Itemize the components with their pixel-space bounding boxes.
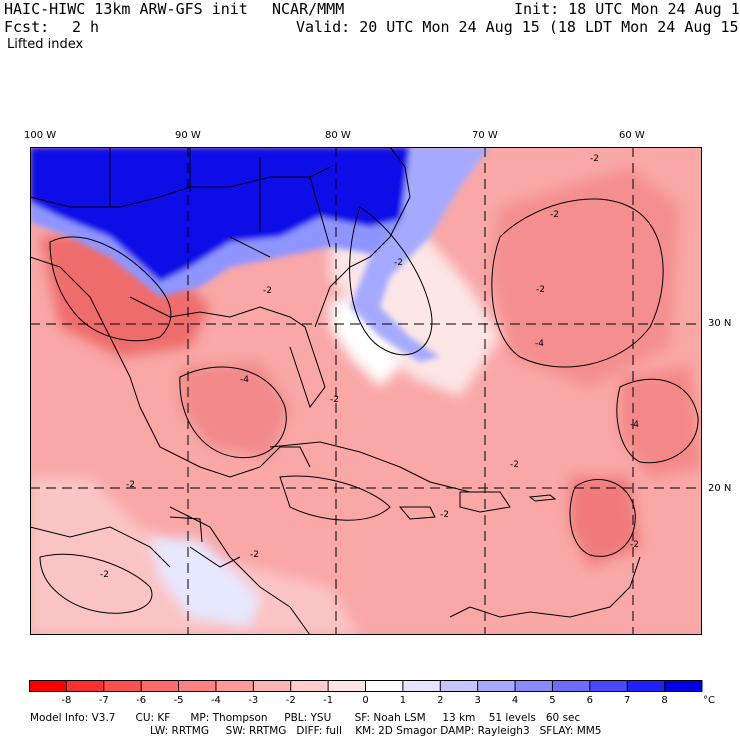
- contour-label: -2: [394, 258, 403, 268]
- colorbar-tick-label: -5: [174, 695, 184, 706]
- contour-label: -2: [550, 210, 559, 220]
- contour-label: -2: [330, 395, 339, 405]
- colorbar-tick-label: -8: [61, 695, 71, 706]
- contour-label: -2: [510, 460, 519, 470]
- colorbar-swatch: [328, 680, 366, 692]
- colorbar-swatch: [215, 680, 254, 692]
- colorbar-tick-label: 6: [587, 695, 593, 706]
- model-info-line-2: LW: RRTMG SW: RRTMG DIFF: full KM: 2D Sm…: [150, 725, 602, 737]
- lesser-antilles-unstable-core: [570, 477, 640, 567]
- colorbar-tick-label: 4: [512, 695, 518, 706]
- contour-label: -4: [535, 339, 544, 349]
- contour-lines: [39, 198, 699, 614]
- contour-label: -2: [250, 550, 259, 560]
- colorbar-swatch: [66, 680, 105, 692]
- colorbar-tick-label: 7: [624, 695, 630, 706]
- colorbar-swatch: [141, 680, 180, 692]
- offshore-stable-plume: [350, 147, 490, 362]
- colorbar-tick-label: 5: [549, 695, 555, 706]
- lifted-index-map: -2 -2 -2 -2 -2 -4 -4 -4 -2 -2 -2 -2 -2 -…: [30, 147, 702, 635]
- colorbar-tick-label: 0: [362, 695, 368, 706]
- central-america-neutral-patch: [150, 537, 260, 627]
- lon-label-60w: 60 W: [619, 130, 645, 141]
- model-title: HAIC-HIWC 13km ARW-GFS init: [4, 0, 248, 18]
- model-info-line-1: Model Info: V3.7 CU: KF MP: Thompson PBL…: [30, 712, 581, 724]
- contour-label: -4: [240, 375, 249, 385]
- contour-label: -4: [630, 420, 639, 430]
- colorbar-tick-label: -1: [323, 695, 333, 706]
- colorbar-tick-label: -6: [136, 695, 146, 706]
- colorbar-swatches: [29, 680, 703, 692]
- colorbar-tick-label: 1: [400, 695, 406, 706]
- colorbar-swatch: [664, 680, 703, 692]
- colorbar-swatch: [589, 680, 628, 692]
- east-unstable-core: [620, 367, 702, 477]
- colorbar-swatch: [552, 680, 591, 692]
- colorbar-swatch: [402, 680, 441, 692]
- colorbar-tick-label: -4: [211, 695, 221, 706]
- colorbar-tick-label: -7: [99, 695, 109, 706]
- contour-label: -2: [630, 540, 639, 550]
- coastlines-and-borders: [30, 147, 641, 635]
- gulf-unstable-core: [180, 362, 290, 457]
- colorbar-swatch: [290, 680, 329, 692]
- colorbar-swatch: [515, 680, 553, 692]
- colorbar-swatch: [103, 680, 142, 692]
- forecast-label: Fcst:: [4, 18, 50, 36]
- colorbar-swatch: [29, 680, 67, 692]
- lon-label-70w: 70 W: [472, 130, 498, 141]
- init-time: Init: 18 UTC Mon 24 Aug 15: [514, 0, 740, 18]
- valid-time: Valid: 20 UTC Mon 24 Aug 15 (18 LDT Mon …: [296, 18, 740, 36]
- colorbar-tick-labels: -8 -7 -6 -5 -4 -3 -2 -1 0 1 2 3 4 5 6 7 8: [61, 695, 667, 706]
- colorbar-swatch: [253, 680, 292, 692]
- colorbar-tick-label: 2: [437, 695, 443, 706]
- contour-label: -2: [536, 285, 545, 295]
- contour-label: -2: [263, 286, 272, 296]
- colorbar: -8 -7 -6 -5 -4 -3 -2 -1 0 1 2 3 4 5 6 7 8 °C: [29, 680, 715, 706]
- graticule: [30, 147, 702, 635]
- colorbar-swatch: [178, 680, 217, 692]
- map-frame: [30, 147, 702, 635]
- contour-label: -2: [440, 510, 449, 520]
- lat-label-30n: 30 N: [708, 318, 732, 329]
- contour-label-group: -2 -2 -2 -2 -2 -4 -4 -4 -2 -2 -2 -2 -2 -…: [100, 154, 639, 580]
- colorbar-swatch: [627, 680, 666, 692]
- colorbar-tick-label: -3: [248, 695, 258, 706]
- institution: NCAR/MMM: [272, 0, 345, 18]
- lat-label-20n: 20 N: [708, 483, 732, 494]
- forecast-hour: 2 h: [72, 18, 100, 36]
- contour-label: -2: [590, 154, 599, 164]
- contour-label: -2: [126, 480, 135, 490]
- colorbar-tick-label: 3: [474, 695, 480, 706]
- lon-label-80w: 80 W: [325, 130, 351, 141]
- colorbar-tick-label: -2: [286, 695, 296, 706]
- colorbar-tick-label: 8: [661, 695, 667, 706]
- colorbar-swatch: [440, 680, 479, 692]
- stable-fringe: [30, 202, 430, 297]
- florida-neutral-band: [330, 297, 400, 387]
- field-name: Lifted index: [7, 37, 84, 52]
- stable-airmass-north: [30, 147, 430, 282]
- colorbar-swatch: [477, 680, 516, 692]
- lon-label-100w: 100 W: [24, 130, 57, 141]
- gulf-coast-unstable-core: [40, 232, 210, 357]
- colorbar-unit: °C: [703, 695, 715, 706]
- lon-label-90w: 90 W: [175, 130, 201, 141]
- colorbar-swatch: [365, 680, 404, 692]
- contour-label: -2: [100, 570, 109, 580]
